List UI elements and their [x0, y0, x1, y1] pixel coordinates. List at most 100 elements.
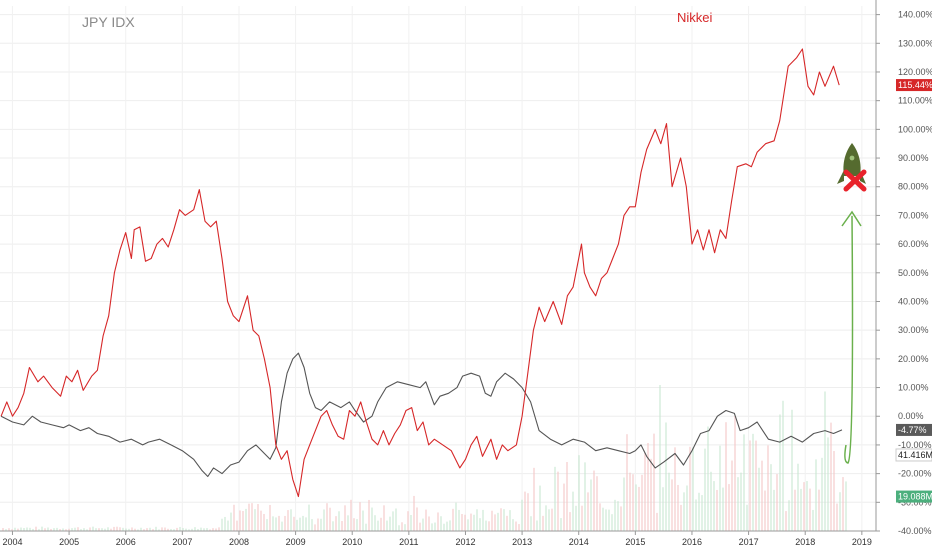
volume-bar: [671, 479, 673, 531]
volume-bar: [677, 484, 679, 531]
volume-bar: [779, 414, 781, 531]
volume-bar: [110, 528, 112, 531]
volume-bar: [362, 510, 364, 531]
volume-bar: [197, 529, 199, 531]
volume-bar: [569, 512, 571, 531]
volume-bar: [269, 504, 271, 531]
volume-bar: [35, 526, 37, 531]
volume-bar: [212, 528, 214, 531]
y-tick-label: 60.00%: [898, 239, 929, 249]
volume-bar: [557, 471, 559, 531]
volume-bar: [146, 528, 148, 531]
y-tick-label: 40.00%: [898, 296, 929, 306]
volume-bar: [725, 422, 727, 531]
volume-bar: [527, 493, 529, 531]
volume-bar: [533, 467, 535, 531]
volume-bar: [53, 528, 55, 531]
volume-bar: [635, 484, 637, 531]
volume-bar: [32, 528, 34, 531]
volume-bar: [383, 505, 385, 531]
volume-bar: [479, 518, 481, 531]
volume-bar: [410, 514, 412, 531]
volume-bar: [107, 527, 109, 531]
series-line-jpy-idx: [0, 352, 843, 478]
volume-bar: [830, 422, 832, 531]
y-tick-label: 100.00%: [898, 124, 932, 134]
volume-bar: [320, 518, 322, 531]
volume-bar: [716, 489, 718, 531]
volume-bar: [689, 446, 691, 531]
volume-bar: [263, 513, 265, 531]
volume-bar: [191, 528, 193, 531]
volume-bar: [572, 491, 574, 531]
volume-bar: [131, 527, 133, 531]
volume-bar: [812, 509, 814, 531]
volume-bar: [323, 509, 325, 531]
volume-bar: [296, 519, 298, 531]
volume-bar: [659, 385, 661, 531]
volume-bar: [524, 491, 526, 531]
volume-bar: [749, 440, 751, 531]
x-axis: 2004 2005 2006 2007 2008 2009 2010 2011 2012 2013…: [0, 530, 876, 547]
volume-bar: [551, 508, 553, 531]
volume-bar: [452, 508, 454, 531]
y-tick-label: 50.00%: [898, 268, 929, 278]
volume-bar: [92, 526, 94, 531]
volume-bar: [149, 527, 151, 531]
volume-bar: [203, 528, 205, 531]
volume-bar: [293, 516, 295, 531]
volume-bar: [374, 515, 376, 531]
volume-bar: [581, 505, 583, 531]
volume-bar: [104, 528, 106, 531]
volume-bar: [434, 522, 436, 531]
volume-bar: [674, 447, 676, 531]
volume-bar: [164, 527, 166, 531]
y-tick-label: 10.00%: [898, 383, 929, 393]
volume-bar: [836, 503, 838, 531]
volume-bar: [95, 528, 97, 531]
volume-bar: [413, 495, 415, 531]
volume-bar: [764, 490, 766, 531]
volume-bar: [494, 514, 496, 531]
volume-bar: [686, 485, 688, 531]
volume-bar: [338, 511, 340, 531]
y-tick-label: 20.00%: [898, 354, 929, 364]
volume-bar: [419, 522, 421, 531]
volume-bar: [482, 509, 484, 531]
volume-bar: [101, 528, 103, 531]
volume-bar: [113, 526, 115, 531]
volume-bar: [560, 518, 562, 531]
volume-bar: [161, 527, 163, 531]
y-tick-label: 110.00%: [898, 96, 932, 106]
volume-bar: [371, 507, 373, 531]
x-tick-label: 2012: [455, 537, 475, 547]
volume-bar: [449, 520, 451, 531]
volume-bar: [257, 504, 259, 531]
volume-bar: [503, 509, 505, 531]
volume-bar: [314, 524, 316, 531]
volume-bar: [347, 515, 349, 531]
volume-bar: [737, 477, 739, 531]
volume-bar: [284, 515, 286, 531]
volume-bar: [359, 502, 361, 531]
volume-bar: [608, 509, 610, 531]
volume-bar: [617, 501, 619, 531]
x-tick-label: 2005: [59, 537, 79, 547]
volume-bar: [461, 514, 463, 531]
volume-bar: [719, 445, 721, 531]
volume-bar: [41, 526, 43, 531]
volume-bar: [281, 521, 283, 531]
volume-bar: [395, 508, 397, 531]
volume-bar: [188, 529, 190, 531]
volume-bar: [605, 509, 607, 531]
series-lines: [0, 48, 843, 498]
volume-bar: [713, 481, 715, 531]
volume-bar: [353, 518, 355, 531]
volume-bar: [47, 527, 49, 531]
volume-bar: [65, 529, 67, 531]
volume-bar: [386, 520, 388, 531]
volume-bar: [632, 474, 634, 531]
volume-bar: [344, 505, 346, 531]
price-badges: 115.44% -4.77% 41.416M 19.088M: [895, 79, 932, 503]
volume-bar: [728, 484, 730, 531]
